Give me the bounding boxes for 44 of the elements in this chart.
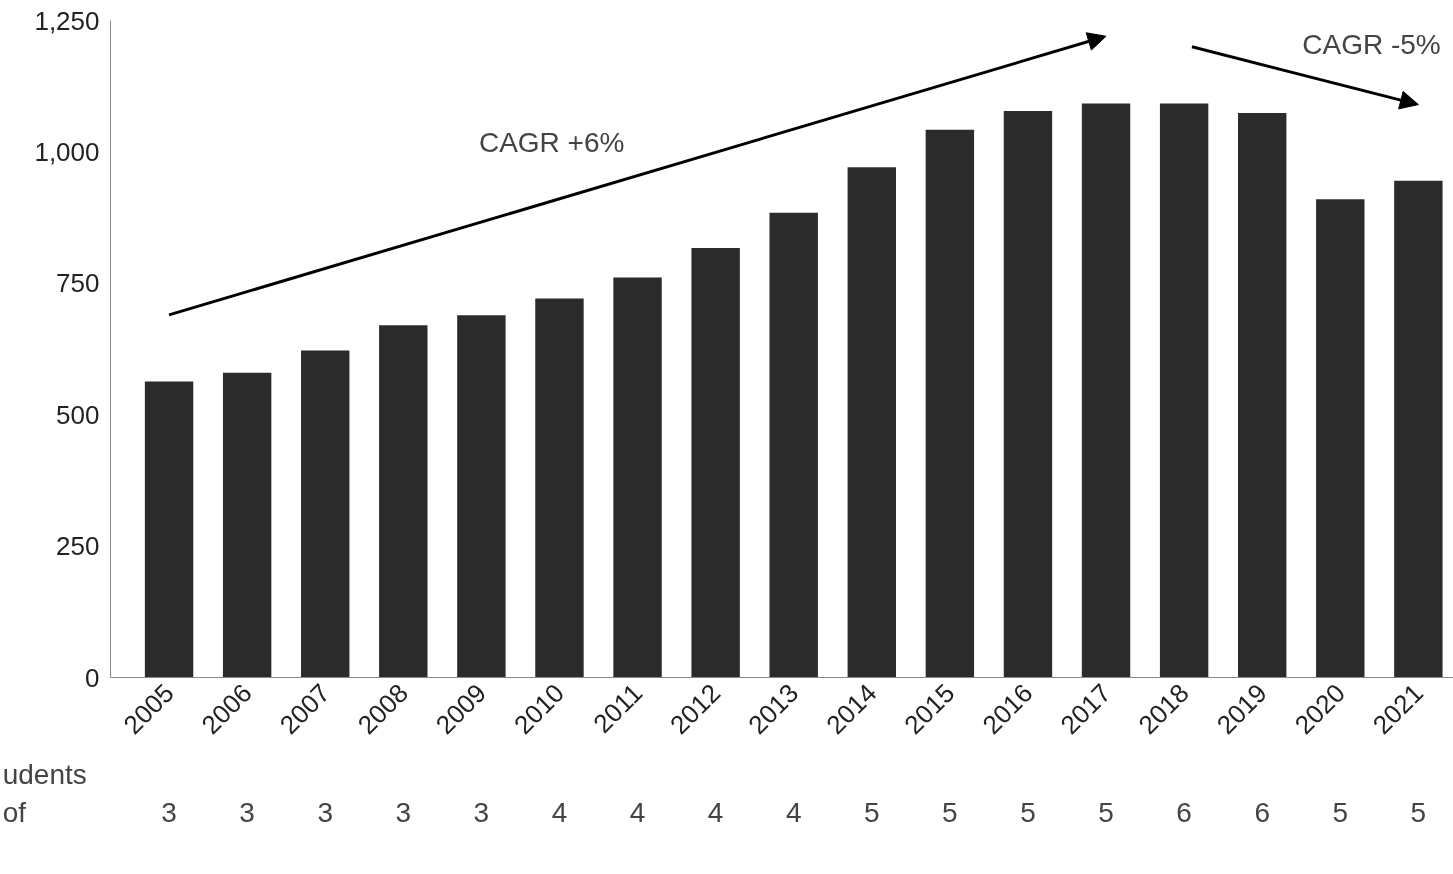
bar	[457, 315, 506, 678]
bar	[847, 167, 896, 678]
bar	[1003, 110, 1053, 678]
y-tick-label: 500	[56, 399, 100, 430]
bar	[1081, 103, 1131, 678]
y-tick-label: 1,250	[34, 5, 100, 36]
y-tick-label: 250	[56, 531, 100, 562]
text: 3	[473, 796, 490, 828]
text: 3	[239, 796, 255, 828]
text: 3	[317, 796, 334, 828]
text: 5	[1332, 796, 1349, 828]
text: 5	[864, 796, 880, 828]
y-tick-label: 1,000	[34, 136, 100, 167]
text: 4	[707, 796, 724, 828]
text: 4	[785, 796, 802, 828]
text: 4	[551, 796, 568, 828]
bar	[1238, 113, 1287, 678]
bar	[1316, 199, 1365, 678]
text: 3	[395, 796, 412, 828]
bar	[1159, 103, 1209, 678]
y-tick-label: 750	[56, 268, 100, 299]
bar	[222, 372, 272, 678]
annotation: CAGR +6%	[478, 127, 625, 159]
text: 4	[629, 796, 646, 828]
bar	[379, 325, 428, 678]
text: 5	[1410, 796, 1427, 828]
text: 3	[161, 796, 177, 828]
text: 6	[1254, 796, 1270, 828]
bar	[769, 212, 818, 678]
bar	[1394, 180, 1443, 678]
text: 5	[1020, 796, 1036, 828]
text: 5	[942, 796, 958, 828]
text: of	[2, 796, 27, 828]
bar	[535, 298, 584, 678]
bar	[301, 350, 350, 678]
y-tick-label: 0	[85, 662, 100, 693]
text: udents	[2, 759, 87, 791]
text: 5	[1098, 796, 1114, 828]
bar	[144, 381, 194, 678]
bar	[691, 248, 740, 678]
text: 6	[1176, 796, 1192, 828]
bar	[925, 129, 975, 678]
bar	[613, 277, 662, 678]
annotation: CAGR -5%	[1302, 28, 1441, 60]
